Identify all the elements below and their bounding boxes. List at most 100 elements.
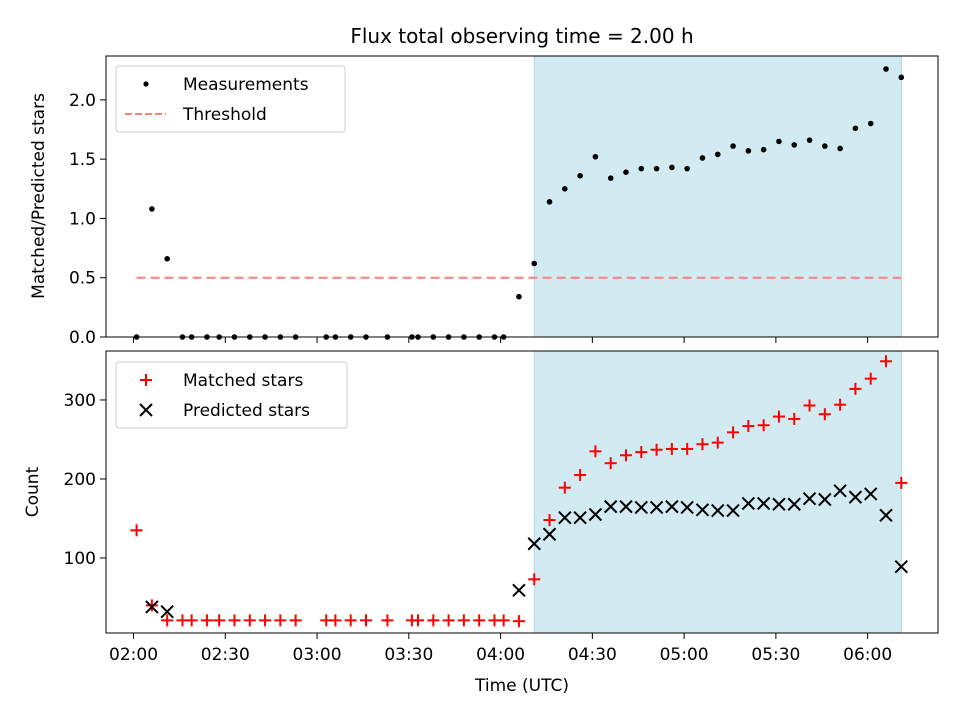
x-tick-label: 06:00: [843, 645, 892, 665]
predicted-stars-point: [726, 503, 740, 518]
y-tick-label: 100: [64, 549, 96, 569]
matched-stars-point: [497, 614, 510, 627]
measurement-point: [607, 175, 614, 181]
predicted-stars-point: [756, 496, 771, 511]
predicted-stars-point: [741, 496, 756, 511]
ratio-y-axis-label: Matched/Predicted stars: [29, 93, 49, 299]
matched-stars-point: [757, 419, 770, 432]
measurement-point: [776, 138, 782, 145]
predicted-stars-point: [695, 503, 710, 517]
matched-stars-point: [200, 614, 213, 627]
matched-stars-point: [803, 399, 816, 412]
predicted-stars-point: [848, 490, 863, 504]
predicted-stars-point: [711, 503, 725, 518]
matched-stars-point: [289, 614, 302, 627]
predicted-stars-point: [160, 604, 174, 619]
predicted-stars-point: [634, 500, 649, 515]
matched-stars-point: [329, 614, 342, 627]
predicted-stars-point: [772, 497, 786, 511]
predicted-stars-point: [542, 527, 557, 541]
measurement-point: [516, 293, 522, 300]
matched-stars-point: [185, 614, 198, 627]
measurement-point: [898, 74, 905, 81]
predicted-stars-point: [680, 500, 694, 515]
matched-stars-point: [344, 614, 357, 627]
measurement-point: [638, 165, 645, 172]
legend-measurements-label: Measurements: [183, 75, 309, 95]
count-legend: Matched stars Predicted stars: [115, 361, 348, 429]
predicted-stars-point: [802, 492, 817, 506]
matched-stars-point: [635, 446, 648, 459]
measurement-point: [760, 146, 767, 153]
measurement-point: [837, 145, 843, 152]
matched-stars-point: [895, 476, 908, 489]
matched-stars-point: [274, 614, 287, 627]
ratio-legend-box: [115, 65, 346, 133]
matched-stars-point: [381, 614, 394, 627]
matched-stars-point: [834, 398, 847, 411]
legend-matched-marker: [140, 374, 152, 386]
count-x-ticks: 02:00 02:30 03:00 03:30 04:00 04:30 05:00 05:30…: [109, 633, 892, 665]
predicted-stars-point: [649, 500, 664, 515]
x-tick-label: 05:30: [751, 645, 800, 665]
matched-stars-point: [130, 524, 143, 537]
predicted-stars-point: [879, 508, 893, 523]
legend-predicted-marker: [139, 403, 153, 417]
measurement-point: [623, 169, 629, 175]
matched-stars-point: [772, 410, 785, 423]
legend-matched-label: Matched stars: [183, 371, 303, 391]
legend-threshold-label: Threshold: [182, 105, 267, 125]
observing-window-shade-top: [533, 55, 902, 338]
matched-stars-point: [412, 614, 424, 627]
matched-stars-point: [543, 514, 556, 527]
matched-stars-point: [259, 614, 272, 627]
x-tick-label: 03:00: [293, 645, 342, 665]
matched-stars-point: [427, 614, 440, 627]
y-tick-label: 1.5: [69, 150, 96, 170]
predicted-stars-point: [787, 497, 801, 511]
matched-stars-point: [880, 355, 892, 368]
matched-stars-point: [681, 442, 694, 455]
measurement-point: [730, 143, 736, 149]
matched-stars-point: [864, 372, 877, 385]
measurement-point: [791, 142, 798, 148]
measurement-point: [149, 206, 155, 212]
ratio-y-ticks: 0.0 0.5 1.0 1.5 2.0: [69, 91, 106, 348]
matched-stars-point: [604, 457, 617, 470]
matched-stars-point: [849, 382, 862, 395]
predicted-stars-point: [833, 484, 847, 498]
legend-predicted-label: Predicted stars: [183, 401, 310, 421]
predicted-stars-point: [863, 487, 878, 501]
predicted-stars-point: [665, 499, 679, 514]
predicted-stars-point: [619, 499, 633, 514]
y-tick-label: 0.5: [69, 269, 96, 289]
ratio-axes-frame: [105, 55, 939, 338]
chart-title: Flux total observing time = 2.00 h: [350, 24, 693, 48]
measurement-point: [684, 165, 690, 172]
matched-stars-point: [650, 443, 663, 456]
matched-stars-point: [620, 449, 632, 462]
ratio-x-ticks: [133, 337, 869, 343]
legend-measurements-marker: [143, 81, 149, 87]
matched-stars-point: [457, 614, 470, 627]
measurement-point: [531, 260, 538, 267]
predicted-stars-point: [818, 492, 832, 507]
measurement-point: [546, 199, 553, 205]
measurement-point: [867, 120, 874, 127]
y-tick-label: 0.0: [69, 328, 96, 348]
count-y-axis-label: Count: [23, 466, 43, 517]
ratio-plot-marks: [133, 66, 905, 340]
x-tick-label: 02:00: [109, 645, 158, 665]
x-tick-label: 02:30: [201, 645, 250, 665]
predicted-stars-point: [588, 507, 603, 522]
count-axes-frame: [105, 350, 939, 634]
y-tick-label: 200: [64, 470, 96, 490]
matched-stars-point: [213, 614, 226, 627]
predicted-stars-point: [527, 537, 541, 551]
measurement-point: [883, 66, 889, 72]
matched-stars-point: [228, 614, 241, 627]
measurement-point: [669, 164, 675, 171]
ratio-legend: Measurements Threshold: [115, 65, 346, 133]
y-tick-label: 1.0: [69, 209, 96, 229]
